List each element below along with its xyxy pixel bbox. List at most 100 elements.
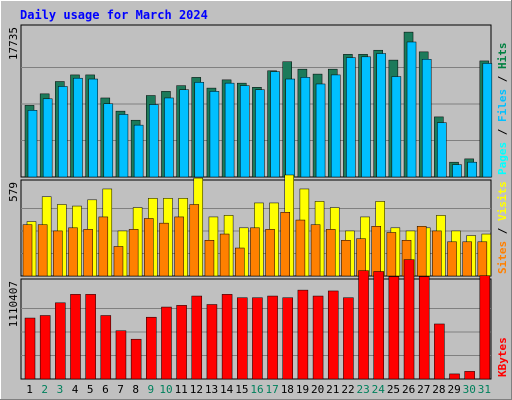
bar-files-day-20	[315, 83, 326, 178]
day-label: 8	[132, 383, 139, 396]
day-label: 3	[57, 383, 64, 396]
bar-files-day-30	[467, 161, 477, 178]
chart-title: Daily usage for March 2024	[20, 8, 208, 22]
legend-sites: Sites	[496, 241, 509, 274]
legend-separator: /	[496, 69, 509, 89]
chart-panels: 17735 Pages / Files / Hits 579 Sites / Visi…	[7, 24, 509, 380]
day-label: 6	[102, 383, 109, 396]
legend-visits: Visits	[496, 181, 509, 221]
bar-files-day-18	[285, 78, 295, 178]
bar-sites-day-24	[371, 226, 381, 277]
bar-kbytes-day-9	[146, 316, 157, 380]
bar-kbytes-day-28	[434, 323, 445, 380]
bar-files-day-16	[255, 89, 265, 178]
bar-files-day-6	[103, 103, 114, 178]
bar-kbytes-day-31	[479, 275, 491, 380]
bar-files-day-13	[209, 91, 220, 178]
requests-legend: Pages / Files / Hits	[496, 43, 509, 176]
bar-kbytes-day-13	[206, 304, 218, 380]
bar-kbytes-day-25	[388, 276, 400, 380]
bar-kbytes-day-18	[282, 297, 293, 380]
bar-sites-day-10	[159, 222, 169, 277]
bar-kbytes-day-5	[85, 294, 96, 380]
bar-sites-day-12	[189, 204, 200, 277]
day-label: 23	[357, 383, 370, 396]
day-label: 2	[41, 383, 48, 396]
bar-sites-day-28	[432, 230, 442, 277]
bar-kbytes-day-6	[100, 315, 112, 380]
bar-files-day-9	[149, 104, 159, 178]
legend-separator: /	[496, 221, 509, 241]
kbytes-ymax-label: 1110407	[7, 281, 20, 327]
bar-files-day-3	[58, 86, 68, 178]
bar-files-day-4	[73, 77, 83, 178]
bar-sites-day-17	[265, 229, 275, 277]
day-label: 27	[417, 383, 430, 396]
bar-kbytes-day-22	[343, 297, 354, 380]
bar-sites-day-16	[250, 227, 260, 277]
bar-sites-day-7	[113, 246, 124, 277]
day-axis-labels: 1 2 3 4 5 6 7 8 9 10 11 12 13 14 15 16 17 18 19 20 21 22 23 24 2…	[26, 383, 491, 396]
bar-files-day-1	[27, 110, 38, 178]
bar-kbytes-day-11	[176, 305, 187, 380]
day-label: 13	[205, 383, 218, 396]
bar-kbytes-day-26	[403, 259, 415, 380]
day-label: 22	[341, 383, 354, 396]
day-label: 26	[402, 383, 415, 396]
bar-sites-day-8	[128, 229, 139, 277]
bar-kbytes-day-27	[418, 276, 430, 380]
bar-kbytes-day-15	[237, 297, 248, 380]
bar-kbytes-day-12	[191, 295, 203, 380]
bar-files-day-10	[164, 97, 174, 178]
day-label: 15	[235, 383, 248, 396]
visits-ymax-label: 579	[7, 182, 20, 202]
bar-kbytes-day-29	[449, 373, 460, 380]
bar-files-day-15	[240, 85, 250, 178]
bar-kbytes-day-3	[55, 302, 66, 380]
bar-sites-day-11	[174, 216, 184, 277]
day-label: 17	[266, 383, 279, 396]
day-label: 4	[72, 383, 79, 396]
day-label: 25	[387, 383, 400, 396]
bar-sites-day-15	[235, 247, 245, 277]
bar-files-day-12	[194, 82, 205, 178]
bar-sites-day-2	[37, 224, 48, 277]
bar-files-day-26	[406, 41, 417, 178]
bar-kbytes-day-20	[312, 295, 324, 380]
bar-files-day-2	[42, 98, 53, 178]
bar-files-day-28	[437, 122, 447, 178]
bar-kbytes-day-23	[358, 270, 369, 380]
day-label: 10	[159, 383, 172, 396]
day-label: 1	[26, 383, 33, 396]
bar-kbytes-day-2	[39, 315, 51, 380]
bar-files-day-19	[300, 77, 311, 178]
panel-kbytes: 1110407 KBytes	[7, 259, 509, 380]
kbytes-legend: KBytes	[496, 337, 509, 377]
bar-sites-day-20	[310, 224, 321, 277]
bar-sites-day-31	[477, 241, 488, 277]
bar-files-day-17	[270, 71, 280, 178]
bar-kbytes-day-30	[464, 371, 475, 380]
bar-sites-day-9	[144, 218, 154, 277]
bar-kbytes-day-16	[252, 297, 263, 380]
bar-kbytes-day-4	[70, 294, 81, 380]
bar-sites-day-14	[219, 233, 230, 277]
day-label: 5	[87, 383, 94, 396]
day-label: 20	[311, 383, 324, 396]
legend-files: Files	[496, 89, 509, 122]
bar-sites-day-13	[204, 239, 215, 277]
legend-kbytes: KBytes	[496, 337, 509, 377]
day-label: 11	[175, 383, 188, 396]
bar-kbytes-day-21	[327, 290, 339, 380]
bar-kbytes-day-8	[130, 338, 142, 380]
bar-files-day-24	[376, 53, 386, 178]
bar-sites-day-5	[83, 229, 93, 277]
day-label: 31	[478, 383, 491, 396]
day-label: 28	[432, 383, 445, 396]
bar-sites-day-27	[416, 226, 427, 277]
day-label: 29	[447, 383, 460, 396]
day-label: 19	[296, 383, 309, 396]
bar-sites-day-29	[447, 241, 457, 277]
bar-kbytes-day-14	[221, 294, 233, 380]
